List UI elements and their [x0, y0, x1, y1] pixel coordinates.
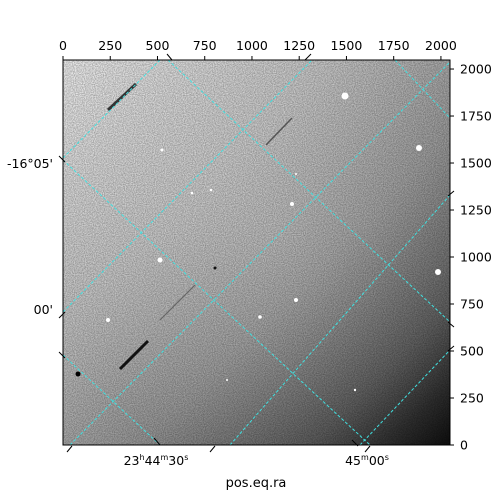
right-tick-label: 0	[460, 438, 468, 453]
dec-grid-line	[63, 354, 161, 445]
top-tick-label: 1000	[236, 38, 268, 53]
top-tick-label: 750	[193, 38, 217, 53]
top-axis: 0 250 500 750 1000 1250 1500 1750 2000	[59, 38, 457, 60]
ra-tick	[166, 53, 173, 61]
right-tick-label: 1750	[460, 109, 492, 124]
right-axis: 0 250 500 750 1000 1250 1500 1750 2000	[450, 62, 492, 453]
star	[341, 92, 349, 100]
top-tick-label: 0	[59, 38, 67, 53]
top-tick-label: 1750	[378, 38, 410, 53]
star	[213, 266, 217, 270]
star	[295, 173, 297, 175]
star	[226, 379, 228, 381]
top-tick-label: 1500	[331, 38, 363, 53]
star	[435, 269, 441, 275]
dec-tick	[58, 155, 66, 163]
ra-grid-line	[63, 60, 313, 313]
top-tick-label: 1250	[283, 38, 315, 53]
right-tick-label: 1000	[460, 250, 492, 265]
star	[290, 202, 294, 206]
faint-streak	[265, 117, 293, 146]
image-area	[63, 60, 450, 445]
dec-tick	[447, 345, 455, 352]
ra-tick	[153, 437, 161, 446]
star	[75, 371, 81, 377]
star	[353, 388, 357, 392]
ra-tick	[351, 439, 359, 447]
satellite-streak	[118, 339, 150, 371]
right-tick-label: 1250	[460, 203, 492, 218]
star	[209, 188, 213, 192]
ra-grid-line	[63, 60, 161, 159]
faint-streak	[159, 284, 196, 321]
right-tick-label: 750	[460, 297, 484, 312]
top-tick-label: 2000	[425, 38, 457, 53]
ra-tick	[66, 445, 73, 453]
star	[106, 318, 110, 322]
ra-tick	[304, 53, 312, 61]
right-tick-label: 2000	[460, 62, 492, 77]
ra-tick	[209, 445, 216, 453]
star	[294, 298, 298, 302]
dec-tick	[447, 190, 455, 197]
ra-tick-label-1: 23h44m30s	[124, 453, 189, 468]
dec-tick	[447, 321, 455, 328]
top-tick-label: 500	[146, 38, 170, 53]
dec-grid-line	[167, 60, 450, 323]
dec-tick-label-2: 00'	[34, 302, 53, 317]
ra-grid-line	[359, 349, 450, 445]
dec-grid-line	[394, 60, 450, 119]
x-axis-title: pos.eq.ra	[226, 476, 287, 491]
dec-tick-label-1: -16°05'	[7, 156, 53, 171]
ra-grid-line	[229, 194, 450, 445]
star	[160, 148, 164, 152]
star	[157, 257, 163, 263]
star	[190, 191, 194, 195]
star	[258, 315, 262, 319]
world-ticks	[58, 53, 455, 453]
right-tick-label: 250	[460, 391, 484, 406]
star	[416, 145, 422, 151]
dec-tick	[58, 351, 66, 359]
dec-tick	[58, 311, 66, 319]
right-tick-label: 500	[460, 344, 484, 359]
right-tick-label: 1500	[460, 156, 492, 171]
coordinate-grid	[63, 60, 450, 445]
image-noise	[63, 60, 450, 445]
ra-tick-label-2: 45m00s	[345, 453, 389, 468]
top-tick-label: 250	[98, 38, 122, 53]
ra-tick	[364, 445, 371, 453]
plot-frame	[62, 59, 451, 446]
